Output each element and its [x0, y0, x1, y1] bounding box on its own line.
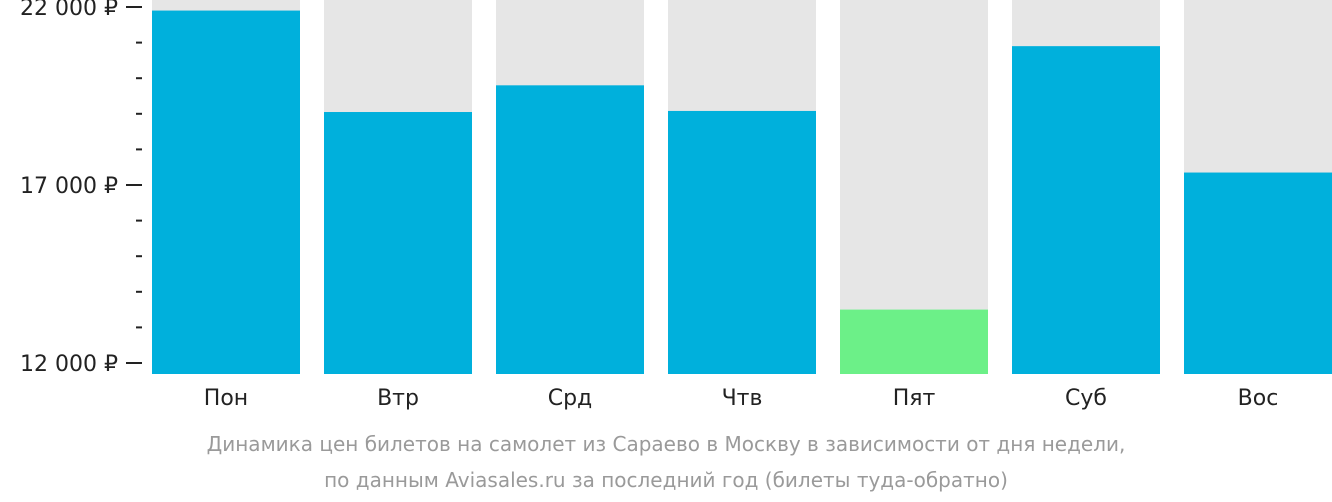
y-tick-label: 12 000 ₽	[20, 352, 118, 377]
caption-line-1: Динамика цен билетов на самолет из Сарае…	[206, 432, 1126, 456]
x-axis-labels: Пон Втр Срд Чтв Пят Суб Вос	[204, 386, 1279, 411]
bar-2	[324, 112, 472, 375]
caption-line-2: по данным Aviasales.ru за последний год …	[324, 468, 1008, 492]
bar-6	[1012, 46, 1160, 374]
x-tick-label: Суб	[1065, 386, 1107, 411]
y-tick-label: 22 000 ₽	[20, 0, 118, 21]
bar-7	[1184, 172, 1332, 374]
bars	[152, 0, 1332, 375]
x-tick-label: Втр	[377, 386, 419, 411]
x-tick-label: Пят	[893, 386, 936, 411]
y-axis: 22 000 ₽ 17 000 ₽ 12 000 ₽	[20, 0, 142, 377]
bar-1	[152, 10, 300, 375]
x-tick-label: Вос	[1238, 386, 1279, 411]
price-by-weekday-chart: 22 000 ₽ 17 000 ₽ 12 000 ₽ Пон Втр Срд Чтв Пят…	[20, 0, 1332, 411]
bar-4	[668, 110, 816, 375]
x-tick-label: Пон	[204, 386, 248, 411]
x-tick-label: Срд	[548, 386, 593, 411]
x-tick-label: Чтв	[722, 386, 763, 411]
bar-3	[496, 85, 644, 374]
bar-5	[840, 309, 988, 374]
y-tick-label: 17 000 ₽	[20, 174, 118, 199]
